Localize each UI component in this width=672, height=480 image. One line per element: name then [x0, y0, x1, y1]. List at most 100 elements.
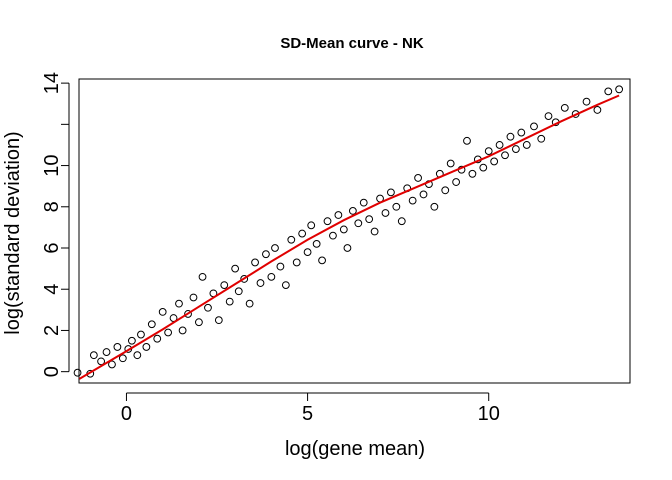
data-point: [276, 262, 285, 271]
data-point: [582, 97, 591, 106]
data-point: [307, 221, 316, 230]
data-point: [113, 343, 122, 351]
data-point: [73, 368, 82, 377]
plot-frame: [78, 78, 631, 384]
x-tick-label: 0: [121, 403, 132, 425]
data-point: [392, 202, 401, 211]
data-point: [441, 186, 450, 195]
data-point: [604, 87, 613, 96]
data-point: [446, 159, 455, 168]
data-point: [468, 169, 477, 178]
data-point: [127, 336, 136, 345]
fit-line: [78, 94, 620, 380]
data-point: [329, 231, 337, 240]
data-point: [220, 281, 229, 290]
data-point: [153, 334, 162, 343]
data-point: [381, 209, 390, 217]
data-point: [281, 281, 290, 290]
data-point: [195, 318, 203, 327]
data-point: [189, 293, 198, 302]
data-point: [397, 217, 406, 226]
x-tick-label: 10: [478, 403, 500, 425]
data-point: [137, 330, 145, 339]
data-point: [251, 258, 259, 267]
data-point: [354, 219, 363, 228]
data-point: [490, 157, 499, 166]
data-point: [245, 299, 254, 308]
data-point: [240, 275, 249, 283]
data-point: [298, 229, 307, 238]
data-point: [544, 112, 553, 120]
data-point: [102, 348, 111, 356]
fit-line-layer: [78, 94, 620, 380]
data-point: [89, 351, 98, 360]
data-point: [292, 258, 301, 267]
data-point: [484, 147, 493, 156]
data-point: [142, 343, 151, 351]
data-point: [348, 207, 357, 215]
y-tick-label: 10: [41, 154, 63, 176]
data-point: [108, 360, 116, 369]
y-tick-label: 14: [41, 72, 63, 94]
data-point: [158, 307, 167, 316]
data-points: [73, 85, 624, 378]
data-point: [419, 190, 428, 199]
data-point: [365, 215, 374, 224]
data-point: [615, 85, 624, 94]
data-point: [318, 256, 326, 265]
data-point: [97, 357, 105, 366]
data-point: [593, 106, 602, 114]
data-point: [537, 134, 546, 143]
data-point: [452, 178, 461, 186]
data-point: [506, 132, 515, 141]
data-point: [178, 326, 187, 335]
data-point: [262, 250, 270, 259]
y-tick-label: 4: [41, 284, 63, 295]
data-point: [256, 279, 265, 287]
data-point: [334, 211, 343, 219]
data-point: [522, 141, 531, 149]
data-point: [511, 145, 520, 153]
data-point: [463, 136, 471, 145]
data-point: [414, 174, 422, 182]
data-point: [184, 310, 192, 318]
y-tick-label: 6: [41, 242, 63, 253]
data-point: [234, 287, 243, 296]
data-point: [214, 316, 223, 325]
data-point: [408, 196, 417, 205]
data-point: [231, 264, 240, 273]
data-point: [267, 272, 276, 281]
data-point: [387, 188, 395, 197]
data-point: [287, 235, 296, 244]
data-point: [225, 297, 234, 306]
data-point: [501, 151, 509, 160]
data-point: [175, 299, 183, 308]
data-point: [343, 244, 352, 252]
data-point: [303, 248, 312, 257]
data-point: [164, 328, 173, 337]
data-point: [479, 163, 488, 172]
data-point: [430, 202, 439, 211]
y-tick-label: 0: [41, 366, 63, 377]
data-point: [147, 320, 156, 329]
x-tick-label: 5: [302, 403, 313, 425]
data-point: [312, 239, 321, 248]
data-point: [198, 272, 207, 281]
data-point: [339, 225, 348, 234]
data-point: [370, 227, 379, 236]
data-point: [133, 351, 142, 360]
x-axis: 0 5 10: [121, 392, 500, 425]
data-point: [517, 128, 526, 137]
y-tick-label: 8: [41, 201, 63, 212]
data-point: [204, 303, 212, 312]
data-point: [560, 103, 569, 112]
y-axis: 0 2 4 6 8 10 14: [41, 72, 70, 377]
data-point: [530, 122, 538, 131]
y-axis-label: log(standard deviation): [2, 131, 24, 334]
x-axis-label: log(gene mean): [285, 438, 425, 460]
data-point: [495, 141, 504, 149]
data-point: [359, 198, 368, 207]
chart-title: SD-Mean curve - NK: [280, 35, 424, 52]
data-point: [271, 244, 279, 252]
data-point: [118, 354, 127, 363]
